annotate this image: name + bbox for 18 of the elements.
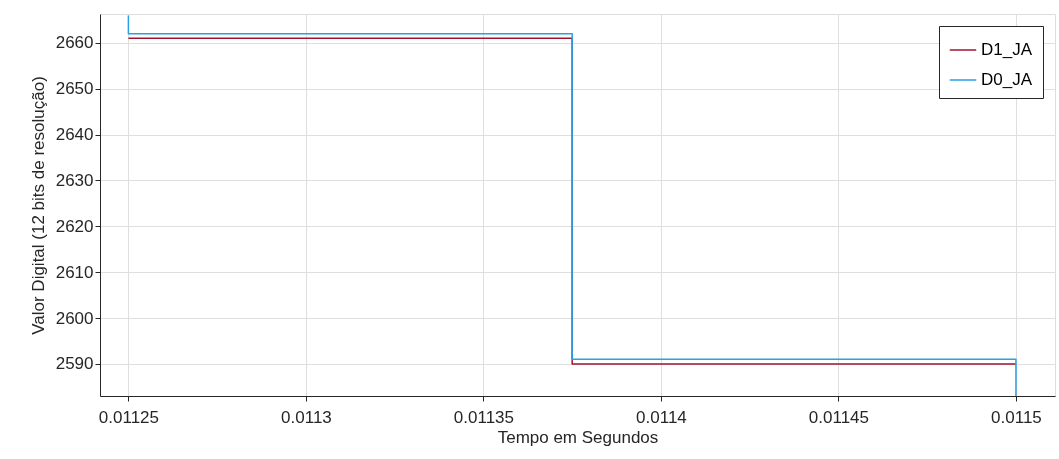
x-tick-label: 0.0113 [281, 407, 332, 427]
legend-label: D1_JA [981, 40, 1033, 59]
x-tick-label: 0.01125 [98, 407, 159, 427]
x-tick-label: 0.0115 [991, 407, 1042, 427]
y-tick-label: 2590 [55, 354, 94, 374]
legend-label: D0_JA [981, 70, 1033, 89]
y-tick-label: 2630 [55, 170, 94, 190]
y-axis-title: Valor Digital (12 bits de resolução) [28, 76, 48, 335]
y-tick-label: 2650 [55, 79, 94, 99]
x-axis-title: Tempo em Segundos [497, 427, 659, 447]
y-tick-label: 2660 [55, 33, 94, 53]
y-tick-label: 2610 [55, 262, 94, 282]
x-tick-label: 0.01145 [808, 407, 870, 427]
y-tick-label: 2640 [55, 125, 94, 145]
y-tick-label: 2600 [55, 308, 94, 328]
y-tick-label: 2620 [55, 216, 94, 236]
x-tick-label: 0.0114 [636, 407, 687, 427]
x-tick-label: 0.01135 [453, 407, 515, 427]
